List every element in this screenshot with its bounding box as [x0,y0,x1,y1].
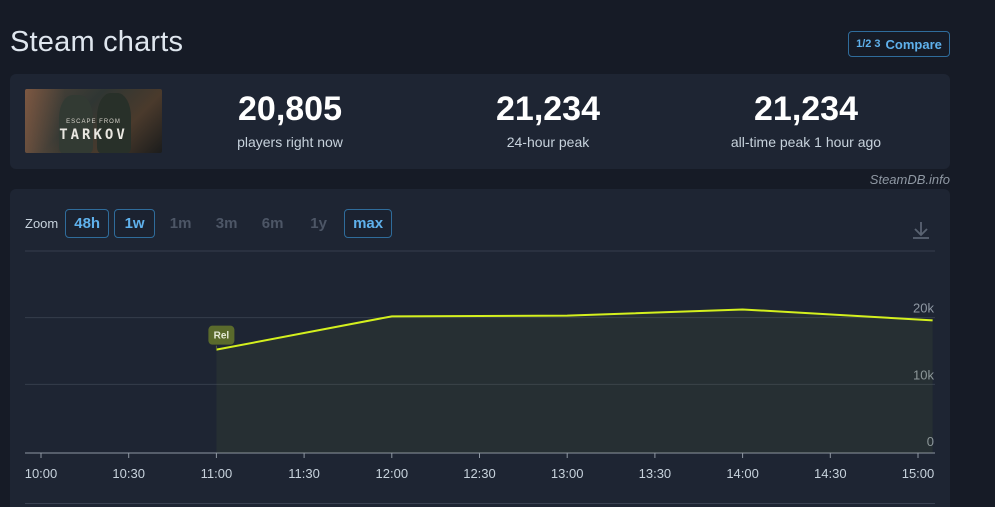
game-logo-title: TARKOV [59,127,128,143]
zoom-controls: Zoom 48h 1w 1m 3m 6m 1y max [25,209,393,238]
zoom-label: Zoom [25,216,59,231]
x-tick-label: 10:30 [112,466,145,481]
stat-24h-peak: 21,234 24-hour peak [468,90,628,150]
x-tick-label: 15:00 [902,466,935,481]
x-tick-label: 13:00 [551,466,584,481]
zoom-6m-button[interactable]: 6m [261,215,284,232]
x-tick-label: 13:30 [639,466,672,481]
zoom-1m-button[interactable]: 1m [169,215,192,232]
x-tick-label: 14:00 [726,466,759,481]
x-tick-label: 12:00 [376,466,409,481]
zoom-48h-button[interactable]: 48h [65,209,110,238]
navigator-strip[interactable] [25,503,935,507]
release-marker[interactable] [208,325,235,345]
stats-panel: ESCAPE FROM TARKOV 20,805 players right … [10,74,950,169]
stat-label: all-time peak 1 hour ago [730,134,882,150]
x-tick-label: 11:30 [288,466,320,481]
watermark: SteamDB.info [869,172,950,187]
zoom-3m-button[interactable]: 3m [215,215,238,232]
stat-label: players right now [237,134,343,150]
x-tick-label: 12:30 [463,466,496,481]
zoom-max-button[interactable]: max [344,209,393,238]
stat-all-time-peak: 21,234 all-time peak 1 hour ago [706,90,906,150]
compare-label: Compare [885,36,942,52]
y-tick-label: 20k [913,301,934,316]
series-area [216,309,933,453]
game-logo-subtitle: ESCAPE FROM [66,119,121,125]
game-logo[interactable]: ESCAPE FROM TARKOV [25,89,162,153]
stat-label: 24-hour peak [506,134,590,150]
y-tick-label: 10k [913,367,934,382]
compare-button[interactable]: 1/2 3 Compare [848,31,950,57]
y-tick-label: 0 [927,434,934,449]
x-tick-label: 11:00 [201,466,233,481]
stat-players-now: 20,805 players right now [210,90,370,150]
release-marker-label: Rel [214,331,230,342]
compare-icon: 1/2 3 [856,37,881,50]
page-title: Steam charts [10,26,184,58]
zoom-1w-button[interactable]: 1w [114,209,156,238]
x-tick-label: 14:30 [814,466,847,481]
zoom-1y-button[interactable]: 1y [310,215,327,232]
stat-value: 20,805 [238,90,342,128]
stat-value: 21,234 [754,90,858,128]
stat-value: 21,234 [496,90,600,128]
download-icon[interactable] [910,219,932,241]
x-tick-label: 10:00 [25,466,58,481]
